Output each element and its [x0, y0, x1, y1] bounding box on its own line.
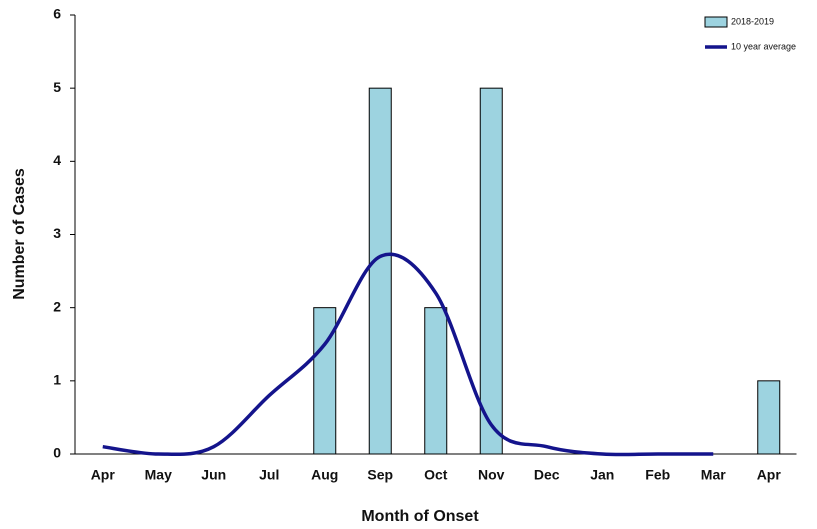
- x-tick-label: Mar: [701, 467, 726, 483]
- line: [102, 252, 714, 457]
- x-tick-label: May: [145, 467, 172, 483]
- x-axis-title: Month of Onset: [361, 508, 479, 525]
- y-tick-label: 6: [53, 6, 61, 22]
- bar: [479, 87, 503, 455]
- bar: [313, 307, 337, 455]
- x-tick-label: Feb: [645, 467, 670, 483]
- y-tick-label: 3: [53, 225, 61, 241]
- bar: [757, 380, 781, 455]
- x-tick-label: Oct: [424, 467, 448, 483]
- legend-swatch: [704, 16, 728, 28]
- x-tick-label: Jan: [590, 467, 614, 483]
- y-tick-label: 1: [53, 372, 61, 388]
- x-tick-label: Nov: [478, 467, 505, 483]
- x-tick-label: Apr: [757, 467, 782, 483]
- legend-label: 10 year average: [731, 41, 796, 51]
- y-tick-label: 2: [53, 298, 61, 314]
- x-tick-label: Jul: [259, 467, 279, 483]
- y-tick-label: 4: [53, 152, 61, 168]
- legend-label: 2018-2019: [731, 16, 774, 26]
- y-axis-title: Number of Cases: [11, 168, 28, 300]
- y-tick-label: 0: [53, 445, 61, 461]
- x-tick-label: Jun: [201, 467, 226, 483]
- x-tick-label: Apr: [91, 467, 116, 483]
- x-tick-label: Sep: [367, 467, 393, 483]
- x-tick-label: Aug: [311, 467, 338, 483]
- bar: [424, 307, 448, 455]
- bar: [368, 87, 392, 455]
- y-tick-label: 5: [53, 79, 61, 95]
- x-tick-label: Dec: [534, 467, 560, 483]
